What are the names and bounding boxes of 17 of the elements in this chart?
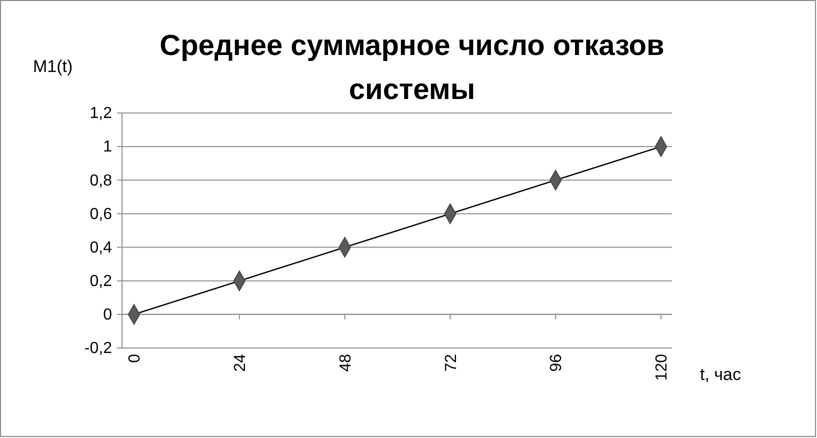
- x-tick-label: 120: [654, 354, 671, 381]
- y-axis-title: M1(t): [33, 57, 73, 76]
- chart-title: Среднее суммарное число отказов системы: [160, 30, 664, 106]
- x-tick-label: 48: [337, 354, 354, 372]
- y-tick-label: -0,2: [84, 340, 112, 358]
- x-axis-title: t, час: [700, 365, 742, 384]
- y-tick-label: 1,2: [90, 105, 112, 122]
- y-tick-label: 0,4: [90, 239, 112, 256]
- x-tick-label: 24: [232, 354, 249, 372]
- x-tick-label: 0: [126, 354, 144, 363]
- y-tick-label: 0,8: [90, 172, 112, 190]
- y-tick-label: 1: [103, 138, 112, 156]
- y-tick-label: 0,6: [90, 206, 112, 223]
- x-tick-label: 96: [548, 354, 566, 372]
- x-tick-label: 72: [442, 354, 460, 372]
- y-tick-label: 0: [103, 306, 112, 324]
- y-tick-label: 0,2: [90, 272, 112, 290]
